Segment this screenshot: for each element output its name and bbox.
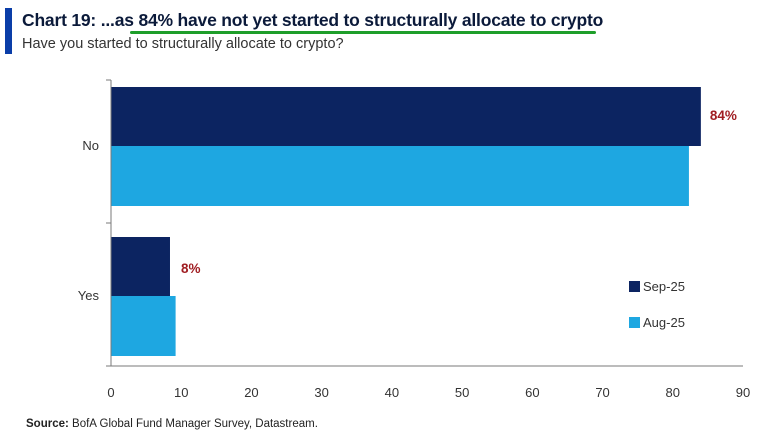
x-tick-label: 60 [525, 385, 539, 400]
bar-no-sep-25 [111, 87, 701, 146]
x-tick-label: 80 [666, 385, 680, 400]
legend-label-aug-25: Aug-25 [643, 315, 685, 330]
x-tick-label: 30 [314, 385, 328, 400]
legend-swatch-aug-25 [629, 317, 640, 328]
title-accent-bar [5, 8, 12, 54]
x-tick-label: 40 [385, 385, 399, 400]
legend-label-sep-25: Sep-25 [643, 279, 685, 294]
x-tick-label: 10 [174, 385, 188, 400]
bar-no-aug-25 [111, 146, 689, 206]
x-tick-label: 70 [595, 385, 609, 400]
x-tick-label: 90 [736, 385, 750, 400]
x-tick-label: 0 [107, 385, 114, 400]
category-label-no: No [82, 138, 99, 153]
x-tick-label: 20 [244, 385, 258, 400]
bar-chart: No Yes 0 10 20 30 40 50 60 70 80 90 84% 8% Sep-25 Aug-2… [78, 79, 750, 400]
source-text: BofA Global Fund Manager Survey, Datastr… [68, 418, 318, 430]
bar-yes-aug-25 [111, 296, 176, 356]
bar-yes-sep-25 [111, 237, 170, 296]
title-highlight-underline [130, 31, 596, 34]
x-tick-label: 50 [455, 385, 469, 400]
data-label-yes: 8% [181, 261, 201, 276]
title-prefix: Chart 19: ...as [22, 10, 139, 30]
legend-swatch-sep-25 [629, 281, 640, 292]
source-note: Source: BofA Global Fund Manager Survey,… [26, 418, 318, 430]
chart-subtitle: Have you started to structurally allocat… [22, 36, 344, 52]
category-label-yes: Yes [78, 288, 100, 303]
title-highlight: 84% have not yet started to structurally… [138, 10, 604, 30]
source-label: Source: [26, 418, 69, 430]
data-label-no: 84% [710, 108, 737, 123]
chart-title: Chart 19: ...as 84% have not yet started… [22, 10, 603, 31]
